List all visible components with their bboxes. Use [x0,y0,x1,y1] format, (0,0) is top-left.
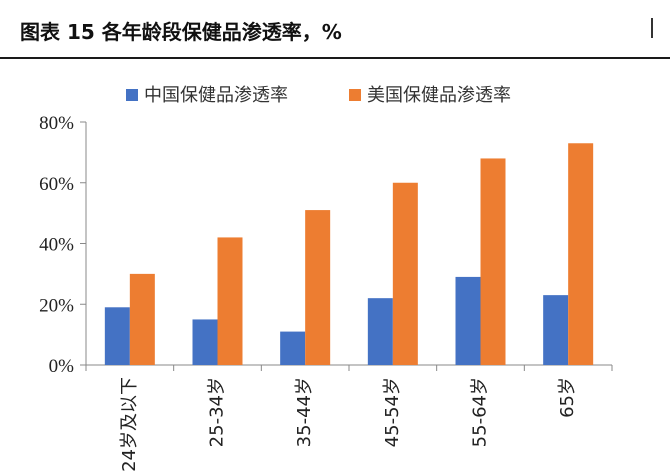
corner-mark [651,18,658,38]
x-category-label: 25-34岁 [207,377,228,447]
bar-usa [305,210,331,365]
bar-china [280,331,306,365]
legend-label: 中国保健品渗透率 [144,85,288,106]
x-category-label: 65岁 [557,377,578,418]
bar-usa [480,158,506,365]
bar-china [543,295,569,365]
y-tick-label: 0% [49,356,75,377]
title-rule [0,57,670,59]
bar-usa [217,237,243,365]
y-tick-label: 40% [39,235,74,256]
y-tick-label: 60% [39,174,74,195]
x-category-label: 45-54岁 [382,377,403,447]
bar-usa [392,182,418,365]
bar-china [455,276,481,365]
legend: 中国保健品渗透率 美国保健品渗透率 [126,85,511,106]
bar-china [192,319,218,365]
x-category-label: 55-64岁 [470,377,491,447]
y-tick-label: 80% [39,113,74,134]
bar-china [367,298,393,365]
x-category-label: 35-44岁 [294,377,315,447]
bar-china [104,307,130,365]
legend-swatch [349,89,361,101]
legend-label: 美国保健品渗透率 [367,85,511,106]
figure-title: 图表 15 各年龄段保健品渗透率，% [20,20,342,44]
x-category-label: 24岁及以下 [119,377,140,471]
y-axis: 0% 20% 40% 60% 80% [39,113,87,377]
legend-swatch [126,89,138,101]
bar-usa [568,143,594,365]
x-axis: 24岁及以下 25-34岁 35-44岁 45-54岁 55-64岁 65岁 [85,364,613,471]
bars [104,143,594,365]
bar-usa [129,273,155,365]
y-tick-label: 20% [39,295,74,316]
